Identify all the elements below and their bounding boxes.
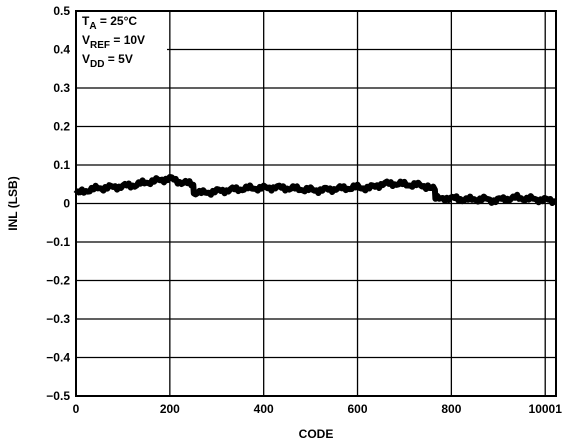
y-tick-label: 0	[63, 197, 70, 211]
series-group	[73, 174, 558, 206]
x-axis-title: CODE	[299, 427, 334, 441]
x-tick-label: 800	[441, 402, 461, 416]
y-tick-label: −0.5	[46, 389, 70, 403]
y-tick-label: 0.2	[53, 120, 70, 134]
y-tick-label: 0.4	[53, 43, 70, 57]
annotation-line: VREF = 10V	[82, 33, 145, 51]
annotation-box	[77, 12, 167, 68]
annotation-line: VDD = 5V	[82, 52, 133, 70]
x-tick-label: 200	[160, 402, 180, 416]
y-tick-label: 0.5	[53, 4, 70, 18]
y-tick-label: 0.3	[53, 81, 70, 95]
x-tick-label: 10001	[529, 402, 563, 416]
x-tick-label: 600	[348, 402, 368, 416]
y-tick-label: −0.3	[46, 312, 70, 326]
series-line	[73, 174, 558, 206]
x-tick-labels: 0 200 400 600 800 10001	[73, 402, 563, 416]
y-axis-title: INL (LSB)	[6, 176, 20, 230]
y-tick-label: 0.1	[53, 158, 70, 172]
annotation-line: TA = 25°C	[82, 14, 137, 32]
y-tick-label: −0.4	[46, 351, 70, 365]
x-tick-label: 0	[73, 402, 80, 416]
y-tick-label: −0.1	[46, 235, 70, 249]
x-tick-label: 400	[254, 402, 274, 416]
plot-frame	[75, 10, 557, 397]
y-tick-labels: 0.5 0.4 0.3 0.2 0.1 0 −0.1 −0.2 −0.3 −0.4 −0.5	[46, 4, 70, 403]
y-tick-label: −0.2	[46, 274, 70, 288]
